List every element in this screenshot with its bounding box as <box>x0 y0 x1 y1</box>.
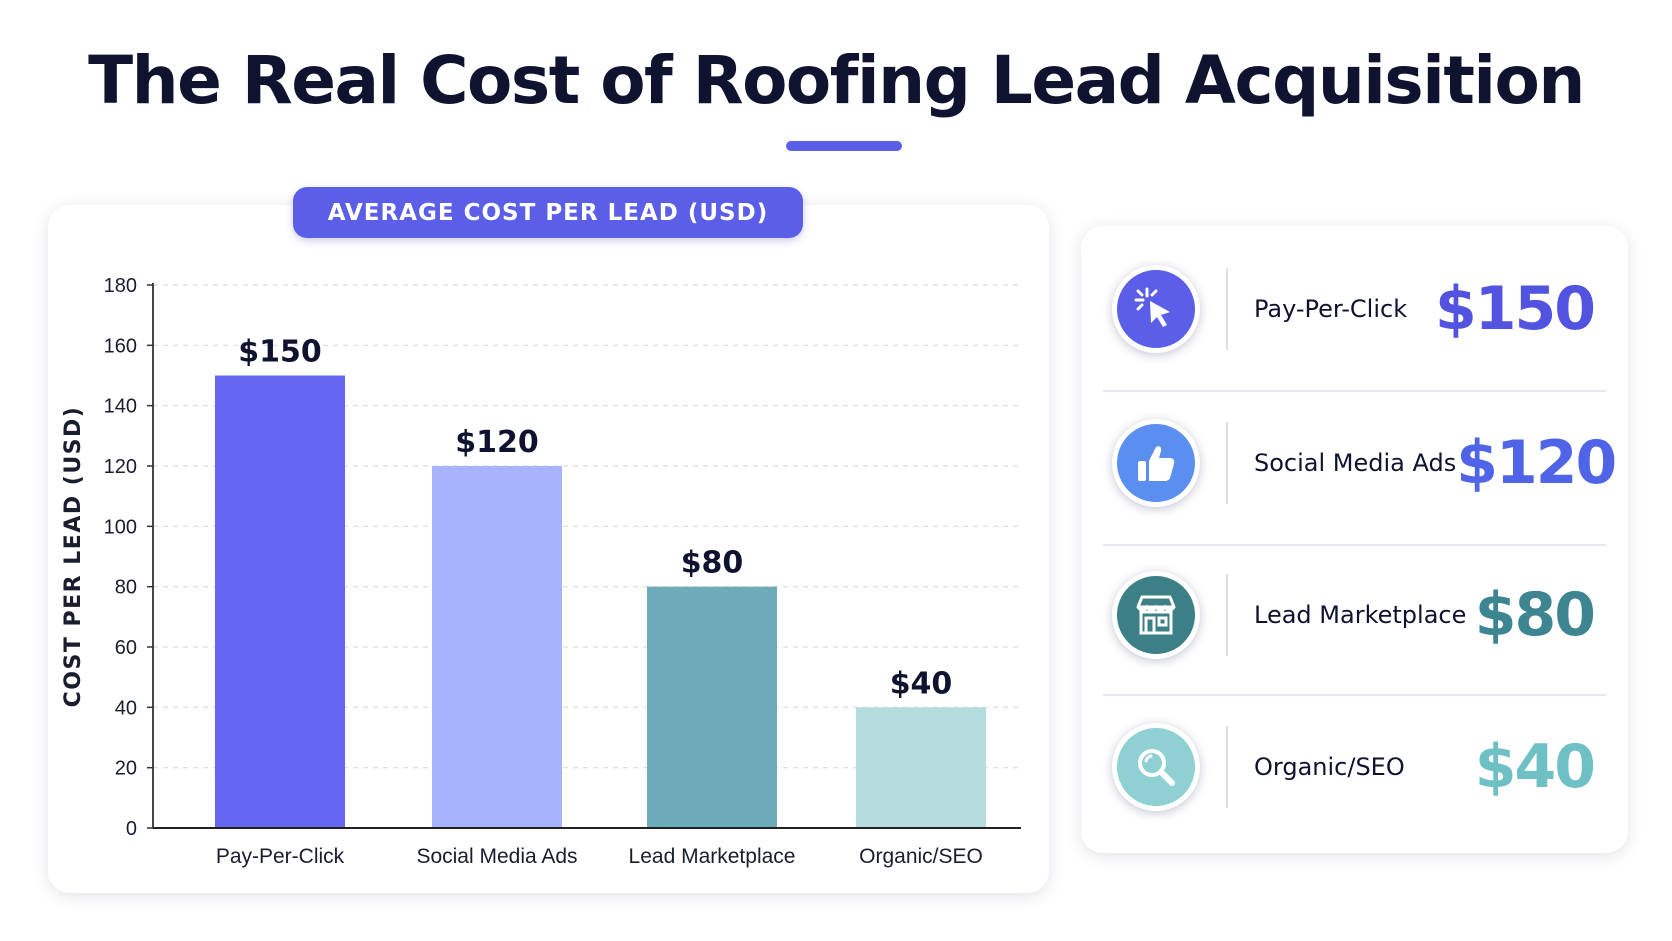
summary-row-ppc: Pay-Per-Click $150 <box>1103 234 1606 384</box>
y-tick-label: 140 <box>104 396 137 418</box>
summary-value: $150 <box>1435 274 1596 344</box>
thumbs-up-icon <box>1112 419 1200 507</box>
x-tick-label: Social Media Ads <box>416 845 577 868</box>
chart-title: AVERAGE COST PER LEAD (USD) <box>293 187 803 238</box>
storefront-icon <box>1112 571 1200 659</box>
y-tick-label: 0 <box>126 818 137 840</box>
summary-card: Pay-Per-Click $150 Social Media Ads $120 <box>1081 226 1628 853</box>
row-divider <box>1103 390 1606 392</box>
bar <box>647 586 777 828</box>
title-underline <box>786 141 902 151</box>
summary-label: Pay-Per-Click <box>1254 295 1408 323</box>
y-tick-label: 160 <box>104 335 137 357</box>
y-axis-label: COST PER LEAD (USD) <box>61 406 86 708</box>
x-tick-label: Organic/SEO <box>859 845 983 868</box>
summary-value: $40 <box>1474 732 1596 802</box>
x-tick-label: Lead Marketplace <box>629 845 796 868</box>
data-label: $80 <box>681 546 744 581</box>
summary-row-social: Social Media Ads $120 <box>1103 388 1617 538</box>
y-tick-label: 40 <box>115 697 137 719</box>
y-tick-label: 80 <box>115 577 137 599</box>
row-separator <box>1226 422 1228 504</box>
y-tick-label: 20 <box>115 758 137 780</box>
page-title: The Real Cost of Roofing Lead Acquisitio… <box>88 42 1585 119</box>
summary-value: $80 <box>1474 580 1596 650</box>
row-divider <box>1103 694 1606 696</box>
summary-row-organic: Organic/SEO $40 <box>1103 692 1606 842</box>
summary-label: Social Media Ads <box>1254 449 1457 477</box>
summary-label: Lead Marketplace <box>1254 601 1467 629</box>
summary-value: $120 <box>1456 428 1617 498</box>
bar <box>856 707 986 828</box>
summary-row-marketplace: Lead Marketplace $80 <box>1103 540 1606 690</box>
x-tick-label: Pay-Per-Click <box>216 845 345 868</box>
data-label: $150 <box>238 335 322 370</box>
row-divider <box>1103 544 1606 546</box>
row-separator <box>1226 268 1228 350</box>
data-label: $120 <box>455 425 539 460</box>
cursor-click-icon <box>1112 265 1200 353</box>
summary-label: Organic/SEO <box>1254 753 1405 781</box>
row-separator <box>1226 726 1228 808</box>
data-label: $40 <box>890 666 953 701</box>
row-separator <box>1226 574 1228 656</box>
y-tick-label: 100 <box>104 516 137 538</box>
y-tick-label: 120 <box>104 456 137 478</box>
y-tick-label: 60 <box>115 637 137 659</box>
y-tick-label: 180 <box>104 275 137 297</box>
bar <box>215 375 345 828</box>
magnifier-icon <box>1112 723 1200 811</box>
bar <box>432 466 562 828</box>
